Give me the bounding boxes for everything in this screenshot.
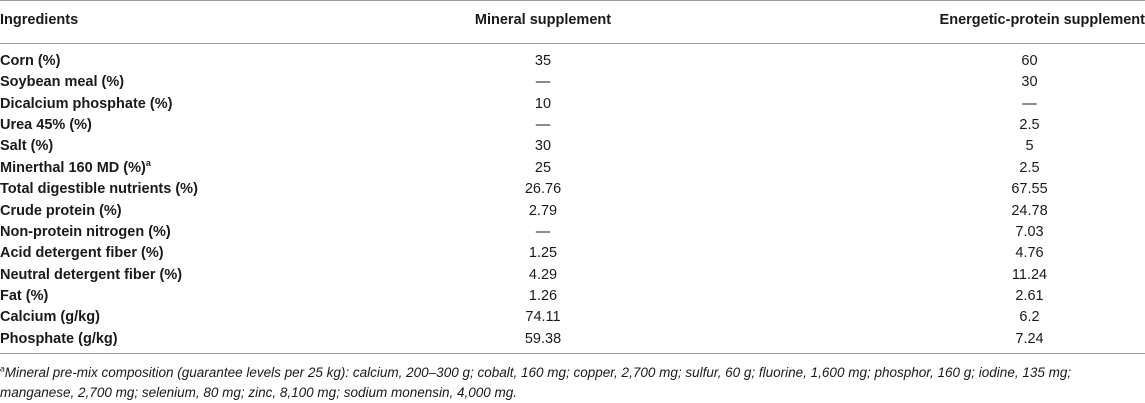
energetic-protein-supplement-value: 4.76 [1015,245,1044,262]
row-ingredient-label: Corn (%) [0,44,342,73]
row-ingredient-label: Acid detergent fiber (%) [0,243,342,264]
mineral-supplement-value: 4.29 [528,266,558,283]
energetic-protein-supplement-value: 2.5 [1019,159,1040,176]
row-ingredient-label: Dicalcium phosphate (%) [0,93,342,114]
header-row: Ingredients Mineral supplement Energetic… [0,0,1145,44]
row-ingredient-label: Phosphate (g/kg) [0,328,342,355]
row-ingredient-label: Urea 45% (%) [0,115,342,136]
ingredient-name: Dicalcium phosphate (%) [0,95,173,112]
ingredient-name: Calcium (g/kg) [0,309,100,326]
ingredient-name: Corn (%) [0,53,61,69]
mineral-supplement-value: 35 [534,53,552,69]
row-ingredient-label: Non-protein nitrogen (%) [0,222,342,243]
table-row: Salt (%) 30 5 [0,136,1145,157]
table-row: Urea 45% (%) — 2.5 [0,115,1145,136]
energetic-protein-supplement-value: — [1022,95,1037,112]
ingredient-name: Soybean meal (%) [0,74,125,91]
energetic-protein-supplement-value: 24.78 [1011,202,1048,219]
energetic-protein-supplement-value: 7.03 [1015,223,1044,240]
table-body: Corn (%) 35 60 Soybean meal (%) — 30 Dicalcium… [0,44,1145,355]
row-ingredient-label: Calcium (g/kg) [0,307,342,328]
mineral-supplement-value: 74.11 [525,309,561,326]
ingredient-name: Non-protein nitrogen (%) [0,223,171,240]
table-header: Ingredients Mineral supplement Energetic… [0,0,1145,44]
table-row: Non-protein nitrogen (%) — 7.03 [0,222,1145,243]
table-row: Dicalcium phosphate (%) 10 — [0,93,1145,114]
header-energetic-protein-supplement: Energetic-protein supplement [744,0,1145,44]
row-ingredient-label: Salt (%) [0,136,342,157]
row-ingredient-label: Minerthal 160 MD (%)a [0,158,342,179]
table-row: Calcium (g/kg) 74.11 6.2 [0,307,1145,328]
energetic-protein-supplement-value: 30 [1021,74,1038,91]
energetic-protein-supplement-value: 2.5 [1019,116,1040,133]
mineral-supplement-value: 2.79 [528,202,558,219]
ingredient-name: Crude protein (%) [0,202,122,219]
table-row: Total digestible nutrients (%) 26.76 67.55 [0,179,1145,200]
ingredient-name: Minerthal 160 MD (%) [0,159,146,176]
table-row: Soybean meal (%) — 30 [0,72,1145,93]
header-mineral-supplement: Mineral supplement [342,0,744,44]
mineral-supplement-value: 1.26 [528,288,558,305]
energetic-protein-supplement-value: 67.55 [1011,181,1048,198]
ingredient-name: Total digestible nutrients (%) [0,181,198,198]
ingredient-name: Neutral detergent fiber (%) [0,266,183,283]
footnote-reference: a [145,157,151,168]
table-row: Fat (%) 1.26 2.61 [0,286,1145,307]
row-ingredient-label: Total digestible nutrients (%) [0,179,342,200]
table-row: Minerthal 160 MD (%)a 25 2.5 [0,158,1145,179]
header-ingredients: Ingredients [0,0,342,44]
mineral-supplement-value: 26.76 [524,181,562,198]
table-row: Corn (%) 35 60 [0,44,1145,73]
mineral-supplement-value: 30 [534,138,552,155]
energetic-protein-supplement-value: 60 [1021,53,1038,69]
footnote-marker: a [0,363,5,374]
footnote-text: Mineral pre-mix composition (guarantee l… [0,365,1072,400]
energetic-protein-supplement-value: 7.24 [744,328,1145,355]
table-row: Acid detergent fiber (%) 1.25 4.76 [0,243,1145,264]
mineral-supplement-value: 59.38 [342,328,744,355]
table-row: Crude protein (%) 2.79 24.78 [0,200,1145,221]
row-ingredient-label: Neutral detergent fiber (%) [0,265,342,286]
energetic-protein-supplement-value: 5 [1025,138,1034,155]
mineral-supplement-value: — [535,74,551,91]
mineral-supplement-value: 25 [534,159,552,176]
mineral-supplement-value: — [535,223,551,240]
energetic-protein-supplement-value: 6.2 [1019,309,1040,326]
mineral-supplement-value: — [535,116,551,133]
ingredient-name: Urea 45% (%) [0,116,92,133]
row-ingredient-label: Fat (%) [0,286,342,307]
ingredient-name: Salt (%) [0,138,54,155]
ingredient-name: Acid detergent fiber (%) [0,245,164,262]
table-footnote: aMineral pre-mix composition (guarantee … [0,363,1145,403]
energetic-protein-supplement-value: 2.61 [1015,288,1044,305]
energetic-protein-supplement-value: 11.24 [1011,266,1048,283]
table-row: Neutral detergent fiber (%) 4.29 11.24 [0,265,1145,286]
row-ingredient-label: Crude protein (%) [0,200,342,221]
table-row: Phosphate (g/kg) 59.38 7.24 [0,328,1145,355]
mineral-supplement-value: 10 [534,95,552,112]
mineral-supplement-value: 1.25 [528,245,558,262]
ingredient-name: Phosphate (g/kg) [0,330,118,347]
ingredient-name: Fat (%) [0,288,49,305]
supplement-composition-table: Ingredients Mineral supplement Energetic… [0,0,1145,355]
row-ingredient-label: Soybean meal (%) [0,72,342,93]
